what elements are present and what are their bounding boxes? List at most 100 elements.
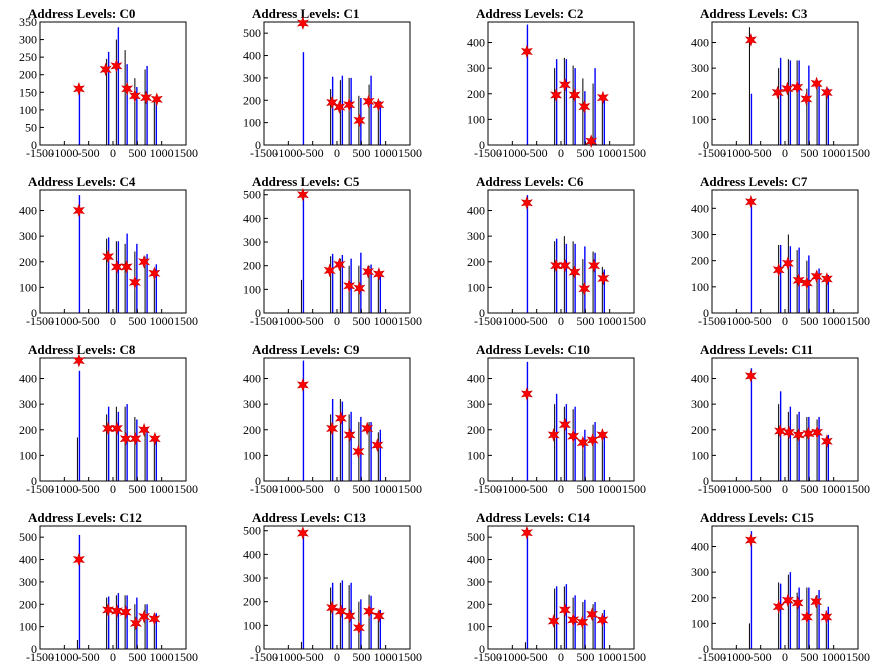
star-marker: [568, 265, 581, 279]
star-marker: [353, 281, 366, 296]
star-marker: [333, 257, 346, 272]
plot-frame: [711, 357, 859, 482]
x-tick-label: 1000: [374, 146, 398, 160]
x-tick-label: -1000: [274, 314, 302, 328]
x-tick-label: -1500: [698, 482, 726, 496]
x-tick-label: -500: [302, 482, 324, 496]
y-tick-label: 200: [19, 255, 37, 269]
star-marker: [296, 526, 309, 541]
chart-panel: Address Levels: C2-1500-1000 -500 0 500 1000…: [467, 6, 646, 160]
x-tick-label: 1500: [174, 650, 198, 664]
chart-panel: Address Levels: C10 -1500-1000 -500 0 500 100…: [467, 342, 646, 496]
chart-title: Address Levels: C11: [700, 342, 813, 357]
star-marker: [558, 602, 571, 617]
x-tick-label: 0: [110, 650, 116, 664]
y-tick-label: 100: [467, 280, 485, 294]
star-marker: [585, 134, 598, 149]
x-tick-label: -1000: [722, 650, 750, 664]
y-tick-label: 400: [243, 372, 261, 386]
y-tick-label: 400: [19, 553, 37, 567]
star-marker: [129, 616, 142, 631]
x-tick-label: 1500: [398, 650, 422, 664]
x-tick-label: 1500: [174, 314, 198, 328]
chart-title: Address Levels: C15: [700, 510, 814, 525]
plot-frame: [487, 525, 635, 650]
y-tick-label: 300: [467, 229, 485, 243]
x-tick-label: 0: [110, 482, 116, 496]
x-tick-label: 1000: [598, 650, 622, 664]
x-tick-label: -1500: [26, 482, 54, 496]
star-marker: [550, 258, 563, 273]
star-marker: [547, 614, 560, 628]
x-tick-label: 1000: [822, 146, 846, 160]
star-marker: [371, 438, 384, 453]
x-tick-label: 0: [334, 314, 340, 328]
y-tick-label: 400: [691, 36, 709, 50]
x-tick-label: 500: [128, 314, 146, 328]
y-tick-label: 250: [19, 50, 37, 64]
chart-panel: Address Levels: C0-1500-1000 -500 0 500 1000…: [19, 6, 198, 160]
y-tick-label: 0: [703, 642, 709, 656]
star-marker: [110, 259, 123, 274]
y-tick-label: 500: [467, 530, 485, 544]
star-marker: [326, 421, 339, 436]
x-tick-label: 0: [782, 482, 788, 496]
x-tick-label: -500: [526, 146, 548, 160]
star-marker: [520, 386, 533, 401]
star-marker: [588, 258, 601, 273]
x-tick-label: 500: [800, 650, 818, 664]
y-tick-label: 400: [467, 36, 485, 50]
star-marker: [810, 594, 823, 609]
star-marker: [547, 427, 560, 442]
star-marker: [140, 90, 153, 105]
chart-title: Address Levels: C10: [476, 342, 590, 357]
x-tick-label: 500: [576, 482, 594, 496]
y-tick-label: 0: [479, 474, 485, 488]
x-tick-label: 500: [352, 482, 370, 496]
y-tick-label: 100: [19, 620, 37, 634]
chart-title: Address Levels: C13: [252, 510, 366, 525]
x-tick-label: 1500: [846, 314, 870, 328]
star-marker: [326, 600, 339, 615]
x-tick-label: 1000: [598, 146, 622, 160]
star-marker: [296, 16, 309, 31]
star-marker: [520, 525, 533, 540]
y-tick-label: 300: [467, 575, 485, 589]
plot-frame: [263, 189, 411, 314]
chart-panel: Address Levels: C6-1500-1000 -500 0 500 1000…: [467, 174, 646, 328]
chart-panel: Address Levels: C1-1500-1000 -500 0 500 1000…: [243, 6, 422, 160]
y-tick-label: 0: [255, 642, 261, 656]
y-tick-label: 100: [691, 112, 709, 126]
chart-panel: Address Levels: C9-1500-1000 -500 0 500 1000…: [243, 342, 422, 496]
star-marker: [772, 599, 785, 614]
star-marker: [72, 81, 85, 96]
x-tick-label: -1500: [26, 314, 54, 328]
y-tick-label: 200: [691, 87, 709, 101]
chart-title: Address Levels: C7: [700, 174, 808, 189]
star-marker: [102, 421, 115, 436]
x-tick-label: 1000: [822, 482, 846, 496]
y-tick-label: 200: [243, 423, 261, 437]
plot-frame: [711, 525, 859, 650]
chart-title: Address Levels: C3: [700, 6, 808, 21]
x-tick-label: 1500: [174, 482, 198, 496]
y-tick-label: 400: [243, 547, 261, 561]
x-tick-label: -500: [78, 146, 100, 160]
chart-panel: Address Levels: C14 -1500-1000 -500 0 500 100…: [467, 510, 646, 664]
x-tick-label: -1000: [274, 650, 302, 664]
y-tick-label: 0: [479, 642, 485, 656]
star-marker: [744, 32, 757, 47]
chart-title: Address Levels: C6: [476, 174, 584, 189]
x-tick-label: -1000: [274, 146, 302, 160]
y-tick-label: 400: [467, 372, 485, 386]
x-tick-label: -1500: [26, 650, 54, 664]
x-tick-label: 500: [800, 482, 818, 496]
star-marker: [296, 187, 309, 202]
star-marker: [120, 259, 133, 274]
x-tick-label: -500: [526, 314, 548, 328]
star-marker: [343, 427, 356, 442]
star-marker: [578, 99, 591, 114]
star-marker: [363, 604, 376, 619]
y-tick-label: 400: [243, 49, 261, 63]
x-tick-label: 0: [782, 314, 788, 328]
